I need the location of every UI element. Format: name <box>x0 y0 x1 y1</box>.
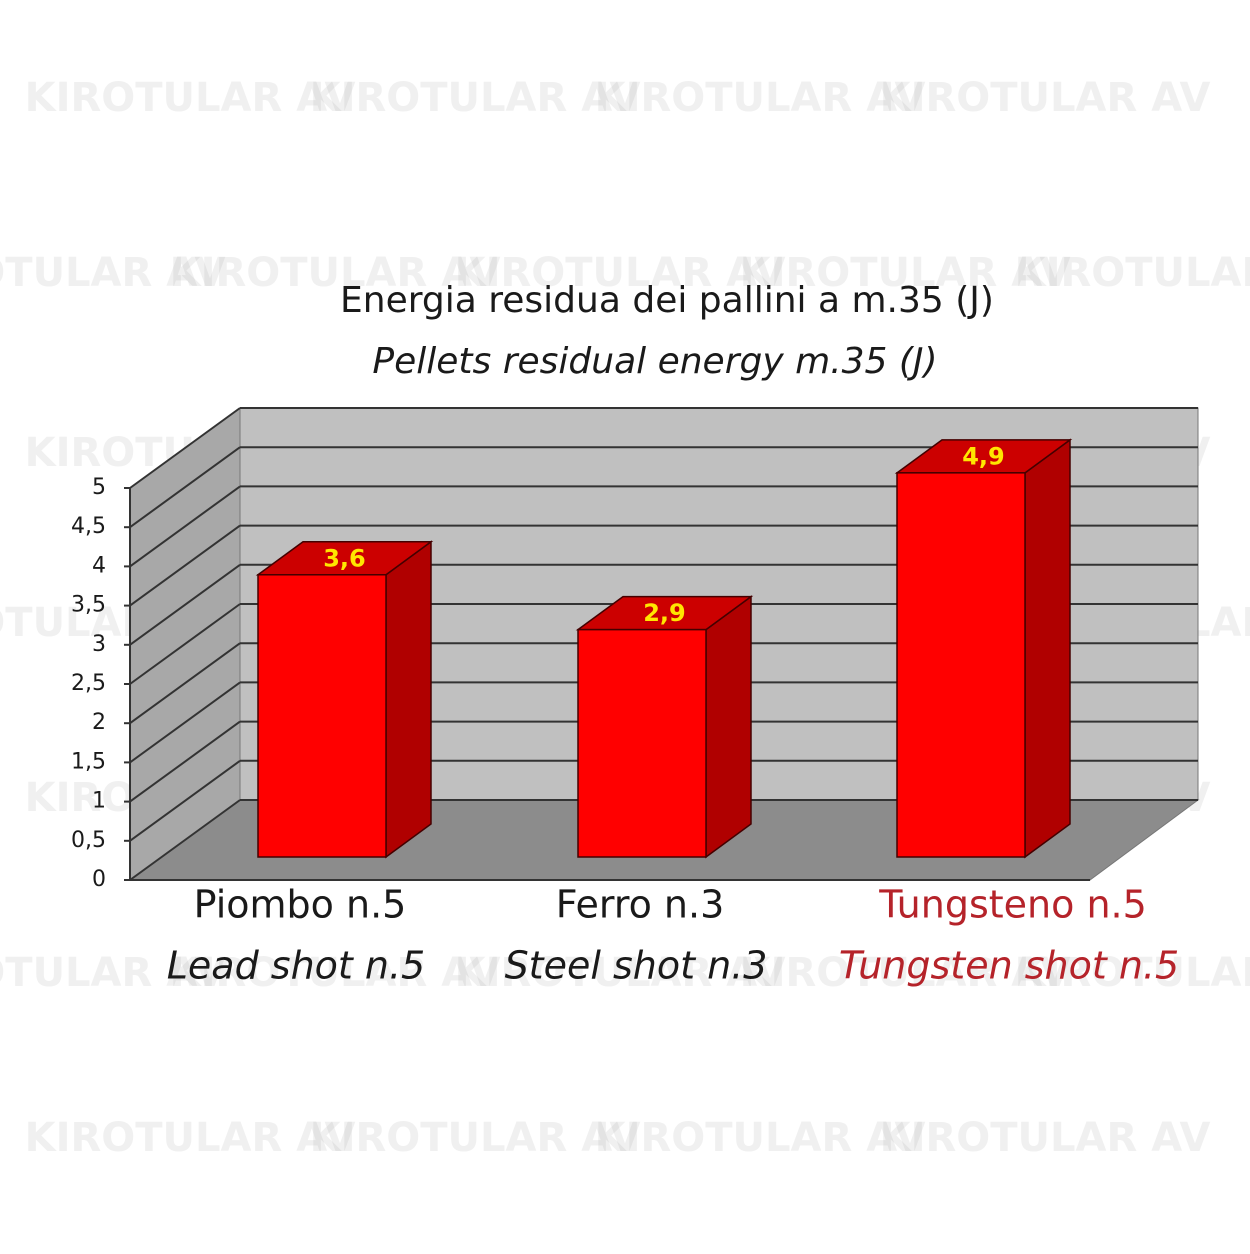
bar-side <box>385 540 432 859</box>
grid-line <box>129 799 241 881</box>
watermark: KIROTULAR AV <box>880 1115 1211 1161</box>
watermark: KIROTULAR AV <box>310 1115 641 1161</box>
grid-line <box>129 642 241 725</box>
bar-side <box>1024 438 1071 859</box>
watermark: KIROTULAR AV <box>455 250 786 296</box>
chart-title: Energia residua dei pallini a m.35 (J) <box>340 280 994 321</box>
y-tick-label: 2,5 <box>71 671 106 696</box>
grid-line <box>129 485 241 568</box>
x-tick-label: Lead shot n.5 <box>167 944 426 988</box>
y-tick-label: 5 <box>92 475 106 500</box>
watermark: KIROTULAR AV <box>740 250 1071 296</box>
y-tick-label: 3 <box>92 632 106 657</box>
watermark: KIROTULAR AV <box>25 75 356 121</box>
watermark: KIROTULAR AV <box>740 950 1071 996</box>
watermark: KIROTULAR AV <box>1015 250 1250 296</box>
y-tick-label: 0,5 <box>71 828 106 853</box>
watermark: KIROTULAR AV <box>170 950 501 996</box>
grid-line <box>129 759 241 842</box>
watermark: KIROTULAR AV <box>595 1115 926 1161</box>
grid-line <box>129 720 241 803</box>
grid-line <box>129 407 241 489</box>
bar <box>257 574 387 858</box>
x-tick-label: Tungsten shot n.5 <box>839 944 1179 988</box>
bar <box>577 628 707 858</box>
grid-line <box>129 603 241 685</box>
watermark: KIROTULAR AV <box>595 75 926 121</box>
bar-side <box>705 595 752 859</box>
value-label: 3,6 <box>323 544 366 572</box>
watermark: KIROTULAR AV <box>0 950 225 996</box>
bar <box>896 472 1026 858</box>
y-tick-label: 2 <box>92 710 106 735</box>
grid-line <box>129 524 241 607</box>
y-tick-label: 1,5 <box>71 749 106 774</box>
chart-subtitle: Pellets residual energy m.35 (J) <box>372 341 937 382</box>
y-tick-label: 1 <box>92 789 106 814</box>
watermark: KIROTULAR AV <box>25 1115 356 1161</box>
x-tick-label: Steel shot n.3 <box>505 944 768 988</box>
watermark: KIROTULAR AV <box>1015 950 1250 996</box>
value-label: 4,9 <box>962 442 1005 470</box>
watermark: KIROTULAR AV <box>0 250 225 296</box>
y-tick-label: 0 <box>92 867 106 892</box>
x-tick-label: Ferro n.3 <box>556 883 725 927</box>
grid-line <box>129 563 241 646</box>
watermark: KIROTULAR AV <box>310 75 641 121</box>
grid-line <box>129 446 241 529</box>
x-tick-label: Piombo n.5 <box>194 883 407 927</box>
x-tick-label: Tungsteno n.5 <box>878 883 1147 927</box>
y-tick-label: 4,5 <box>71 514 106 539</box>
y-tick-label: 4 <box>92 553 106 578</box>
watermark: KIROTULAR AV <box>880 75 1211 121</box>
value-label: 2,9 <box>643 599 686 627</box>
watermark: KIROTULAR AV <box>170 250 501 296</box>
grid-line <box>129 681 241 764</box>
y-tick-label: 3,5 <box>71 593 106 618</box>
watermark: KIROTULAR AV <box>455 950 786 996</box>
